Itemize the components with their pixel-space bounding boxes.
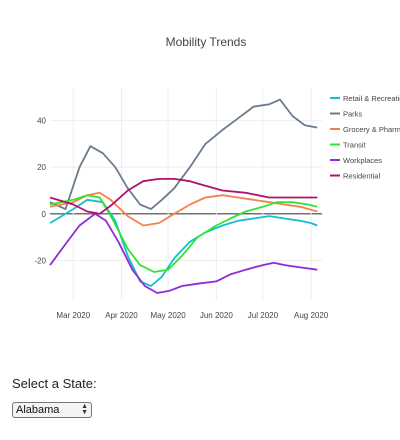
updown-arrows-icon: ▲ ▼: [81, 403, 88, 416]
state-selector-label: Select a State:: [12, 376, 97, 391]
series-line-grocery-pharmacy: [49, 191, 318, 227]
series-line-parks: [49, 98, 318, 211]
x-tick-label: Jul 2020: [248, 311, 279, 320]
y-tick-label: 0: [42, 210, 47, 219]
legend-entry: Workplaces: [343, 156, 382, 165]
legend-entry: Parks: [343, 110, 362, 119]
legend-entry: Grocery & Pharmacy: [343, 125, 400, 134]
legend-entry: Retail & Recreation: [343, 94, 400, 103]
legend-entry: Transit: [343, 141, 367, 150]
x-tick-label: Apr 2020: [105, 311, 138, 320]
x-tick-label: Aug 2020: [294, 311, 329, 320]
mobility-chart: Mobility Trends -20 0 20 40 Mar 2020 Apr 2020…: [34, 35, 400, 320]
state-dropdown[interactable]: Alabama ▲ ▼: [12, 402, 92, 418]
x-tick-label: May 2020: [151, 311, 187, 320]
state-dropdown-value: Alabama: [16, 404, 60, 416]
series-line-workplaces: [49, 212, 318, 294]
x-tick-label: Jun 2020: [200, 311, 233, 320]
chart-title: Mobility Trends: [166, 35, 247, 49]
series-line-residential: [49, 177, 318, 215]
series-line-transit: [49, 194, 318, 273]
chart-svg: Mobility Trends -20 0 20 40 Mar 2020 Apr 2020…: [34, 35, 400, 320]
x-tick-label: Mar 2020: [56, 311, 90, 320]
y-tick-label: 40: [37, 117, 46, 126]
y-tick-label: 20: [37, 163, 46, 172]
legend-entry: Residential: [343, 172, 380, 181]
y-tick-label: -20: [34, 256, 46, 265]
